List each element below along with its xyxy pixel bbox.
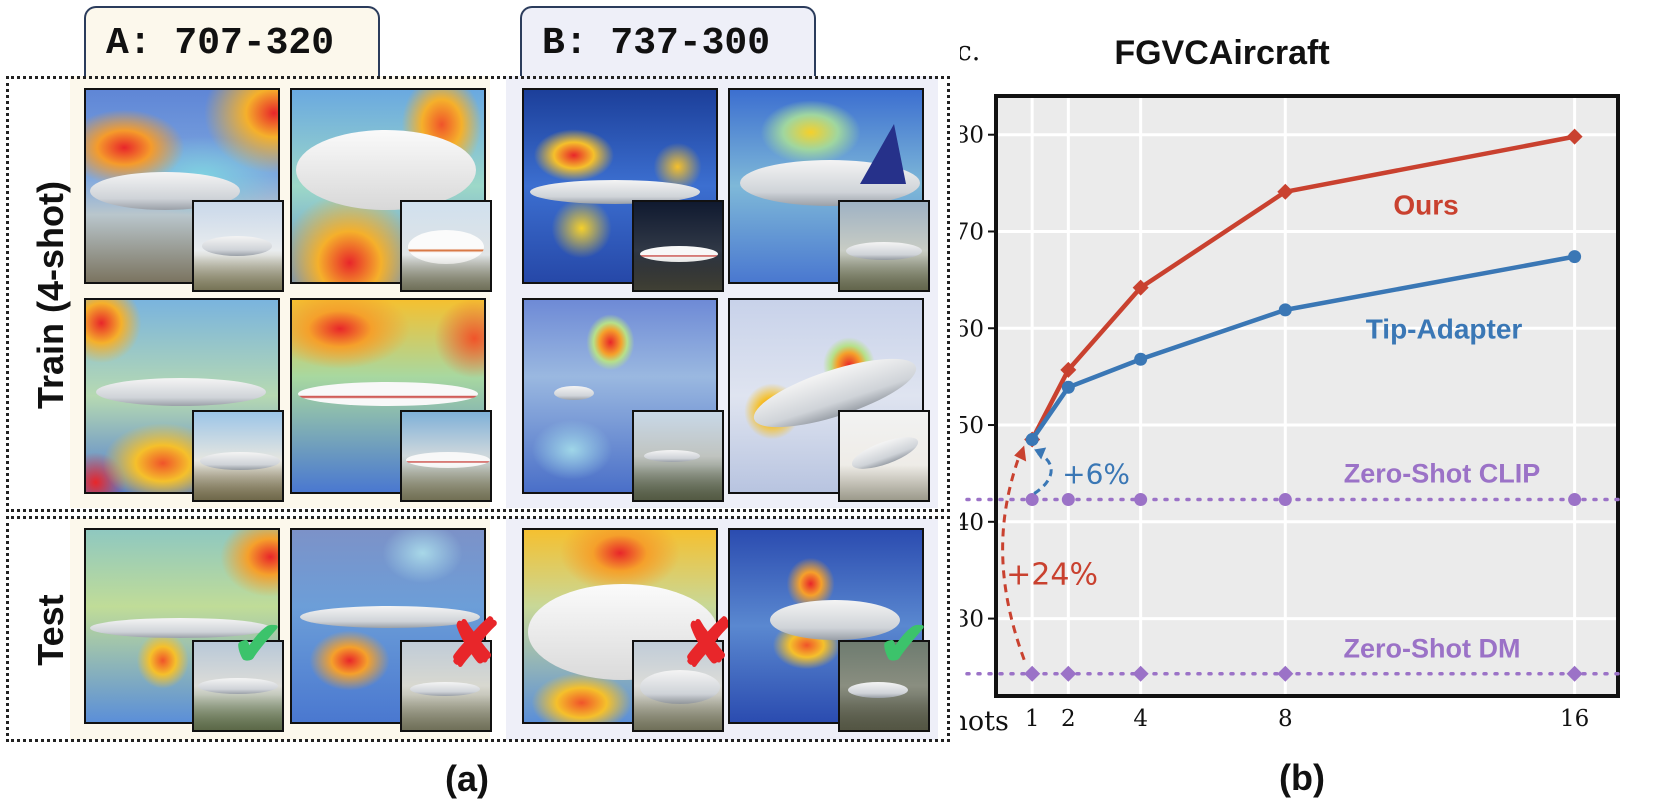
data-point (1277, 183, 1294, 200)
panel-b-caption: (b) (1279, 757, 1325, 798)
heatmap-image (522, 528, 718, 724)
inset-image (400, 410, 492, 502)
data-point (1277, 665, 1294, 682)
arrow-head (1034, 447, 1047, 460)
data-point (1060, 665, 1077, 682)
test-row-label: Test (30, 594, 71, 666)
y-tick-label: 80 (960, 123, 984, 149)
annotation-arrow (1033, 452, 1053, 495)
annotation-arrow (1001, 453, 1026, 661)
x-tick-label: 4 (1133, 706, 1148, 732)
y-tick-label: 70 (960, 219, 984, 245)
chart-title: FGVCAircraft (1114, 34, 1329, 72)
data-point (1132, 279, 1149, 296)
y-tick-label: 40 (960, 510, 984, 536)
data-point (1134, 352, 1148, 366)
inset-image (632, 200, 724, 292)
inset-image (838, 200, 930, 292)
data-point (1278, 493, 1292, 507)
series-label: Zero-Shot CLIP (1344, 458, 1541, 488)
inset-image (632, 410, 724, 502)
line-chart: 30 40 50 60 70 80 12 4 8 16 FGVCAircraft Acc. Shots O… (960, 34, 1628, 798)
x-tick-label: 16 (1560, 706, 1589, 732)
inset-image (192, 640, 284, 732)
data-point (1061, 493, 1075, 507)
cross-icon: ✘ (446, 606, 502, 680)
x-tick-label: 8 (1278, 706, 1293, 732)
class-b-tab: B: 737-300 (520, 6, 816, 78)
data-point (1568, 493, 1582, 507)
y-tick-label: 30 (960, 607, 984, 633)
series-label: Ours (1393, 189, 1458, 220)
x-tick-label: 1 (1025, 706, 1040, 732)
data-point (1025, 433, 1039, 447)
data-point (1024, 665, 1041, 682)
panel-a-caption: (a) (445, 758, 489, 799)
inset-image (192, 200, 284, 292)
data-point (1060, 361, 1077, 378)
check-icon: ✔ (878, 610, 930, 679)
class-a-tab: A: 707-320 (84, 6, 380, 78)
data-point (1061, 380, 1075, 394)
x-axis-label: Shots (960, 706, 1009, 737)
y-tick-label: 50 (960, 413, 984, 439)
inset-image (632, 640, 724, 732)
data-point (1132, 665, 1149, 682)
data-point (1566, 665, 1583, 682)
data-point (1566, 128, 1583, 145)
inset-image (838, 410, 930, 502)
cross-icon: ✘ (680, 606, 736, 680)
data-point (1568, 250, 1582, 264)
inset-image (400, 640, 492, 732)
inset-image (192, 410, 284, 502)
train-row-label: Train (4-shot) (30, 181, 71, 410)
check-icon: ✔ (232, 610, 284, 679)
plot-frame (994, 94, 1620, 698)
arrow-head (1014, 445, 1027, 462)
data-point (1278, 303, 1292, 317)
annotation-label: +24% (1006, 558, 1098, 593)
inset-image (838, 640, 930, 732)
series-label: Tip-Adapter (1366, 313, 1523, 344)
train-frame (6, 76, 950, 512)
x-tick-label: 2 (1061, 706, 1076, 732)
series-label: Zero-Shot DM (1344, 634, 1521, 664)
annotation-label: +6% (1062, 458, 1130, 491)
plot-area (996, 96, 1618, 696)
inset-image (400, 200, 492, 292)
test-frame (6, 516, 950, 742)
data-point (1025, 493, 1039, 507)
data-point (1134, 493, 1148, 507)
y-axis-label: Acc. (960, 36, 980, 67)
y-tick-label: 60 (960, 316, 984, 342)
